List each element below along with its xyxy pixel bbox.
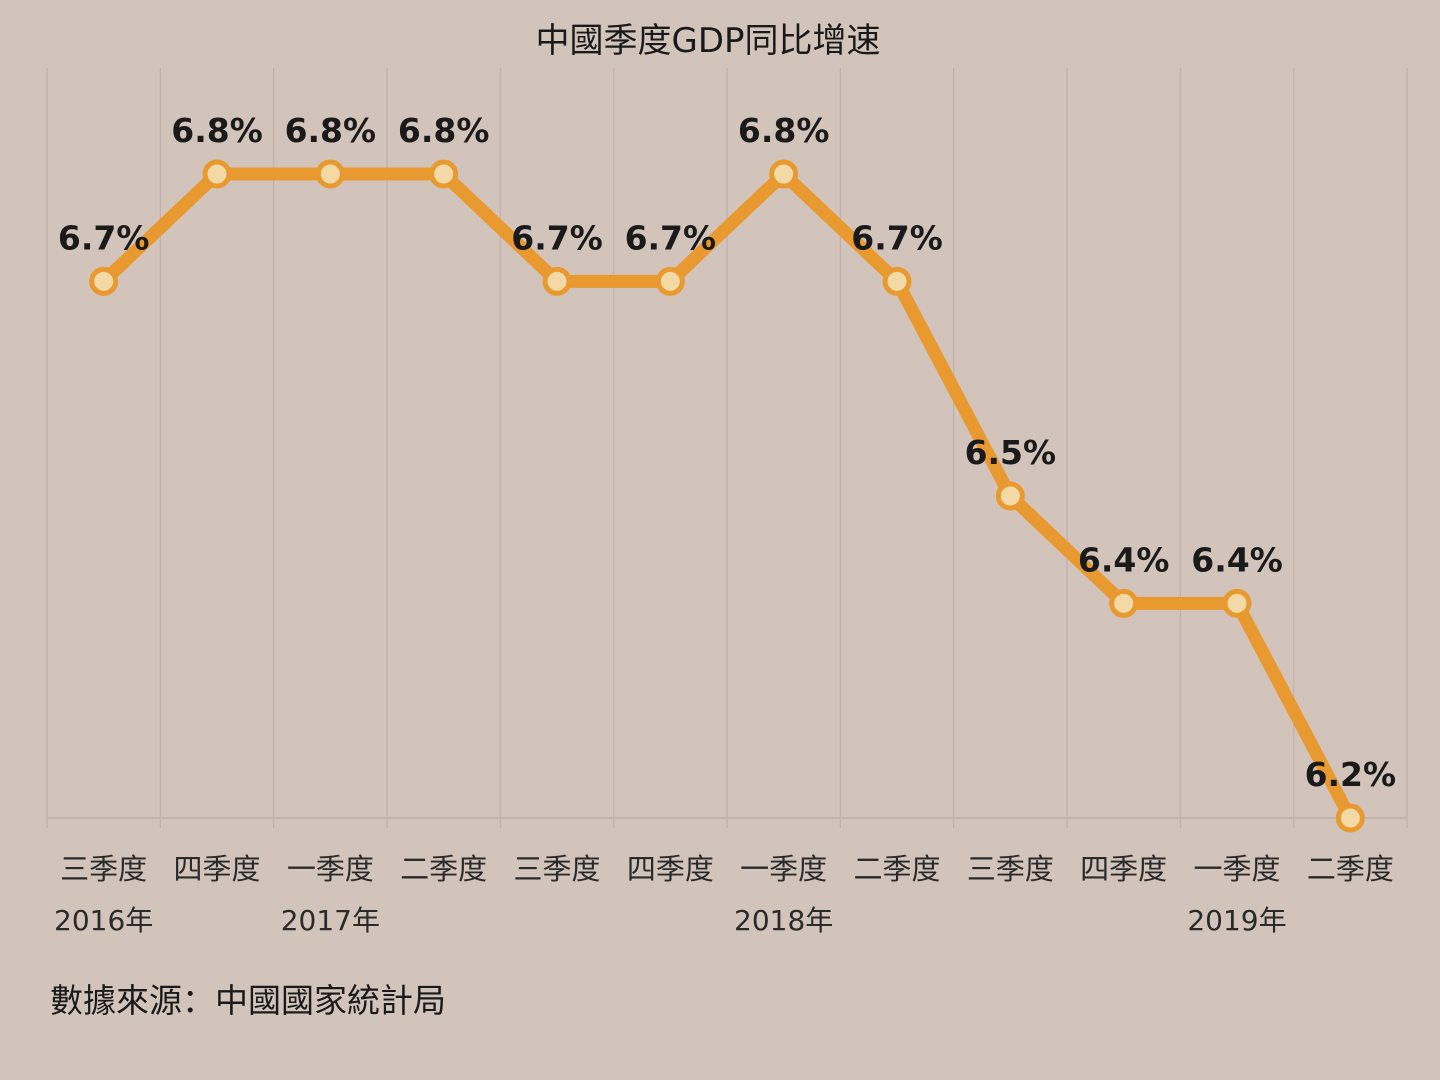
x-tick-label: 一季度 — [287, 852, 374, 886]
data-point — [315, 159, 345, 189]
data-point — [995, 481, 1025, 511]
data-point — [542, 266, 572, 296]
x-axis-ticks: 三季度 四季度 一季度 二季度 三季度 四季度 一季度 二季度 三季度 四季度 一季度 二季度2016… — [54, 852, 1394, 937]
data-label: 6.8% — [738, 111, 830, 150]
data-label: 6.7% — [511, 218, 603, 257]
data-label: 6.4% — [1191, 540, 1283, 579]
x-tick-label: 四季度 — [627, 852, 714, 886]
data-point — [1335, 803, 1365, 833]
x-tick-label: 三季度 — [967, 852, 1054, 886]
data-point — [769, 159, 799, 189]
year-label: 2018年 — [734, 904, 833, 937]
year-label: 2016年 — [54, 904, 153, 937]
gridlines — [46, 68, 1408, 828]
data-point — [655, 266, 685, 296]
data-point — [202, 159, 232, 189]
data-label: 6.7% — [58, 218, 150, 257]
year-label: 2017年 — [281, 904, 380, 937]
data-point — [1109, 588, 1139, 618]
x-tick-label: 二季度 — [853, 852, 940, 886]
x-tick-label: 一季度 — [740, 852, 827, 886]
data-label: 6.7% — [625, 218, 717, 257]
x-tick-label: 三季度 — [513, 852, 600, 886]
x-tick-label: 四季度 — [173, 852, 260, 886]
x-tick-label: 四季度 — [1080, 852, 1167, 886]
data-point — [429, 159, 459, 189]
source-note: 數據來源：中國國家統計局 — [50, 981, 446, 1020]
data-point — [89, 266, 119, 296]
data-label: 6.8% — [285, 111, 377, 150]
data-point — [1222, 588, 1252, 618]
x-tick-label: 三季度 — [60, 852, 147, 886]
data-markers — [89, 159, 1365, 833]
data-label: 6.5% — [965, 433, 1057, 472]
series-line-layer — [97, 167, 1357, 825]
data-labels: 6.7% 6.8% 6.8% 6.8% 6.7% 6.7% 6.8% 6.7% 6.5% 6.4%… — [58, 111, 1396, 794]
data-label: 6.7% — [851, 218, 943, 257]
data-label: 6.4% — [1078, 540, 1170, 579]
year-label: 2019年 — [1187, 904, 1286, 937]
chart-title: 中國季度GDP同比增速 — [535, 21, 880, 61]
data-point — [882, 266, 912, 296]
x-tick-label: 二季度 — [1307, 852, 1394, 886]
x-tick-label: 二季度 — [400, 852, 487, 886]
x-tick-label: 一季度 — [1193, 852, 1280, 886]
data-label: 6.8% — [171, 111, 263, 150]
data-label: 6.8% — [398, 111, 490, 150]
data-label: 6.2% — [1305, 755, 1397, 794]
series-line — [97, 167, 1357, 825]
